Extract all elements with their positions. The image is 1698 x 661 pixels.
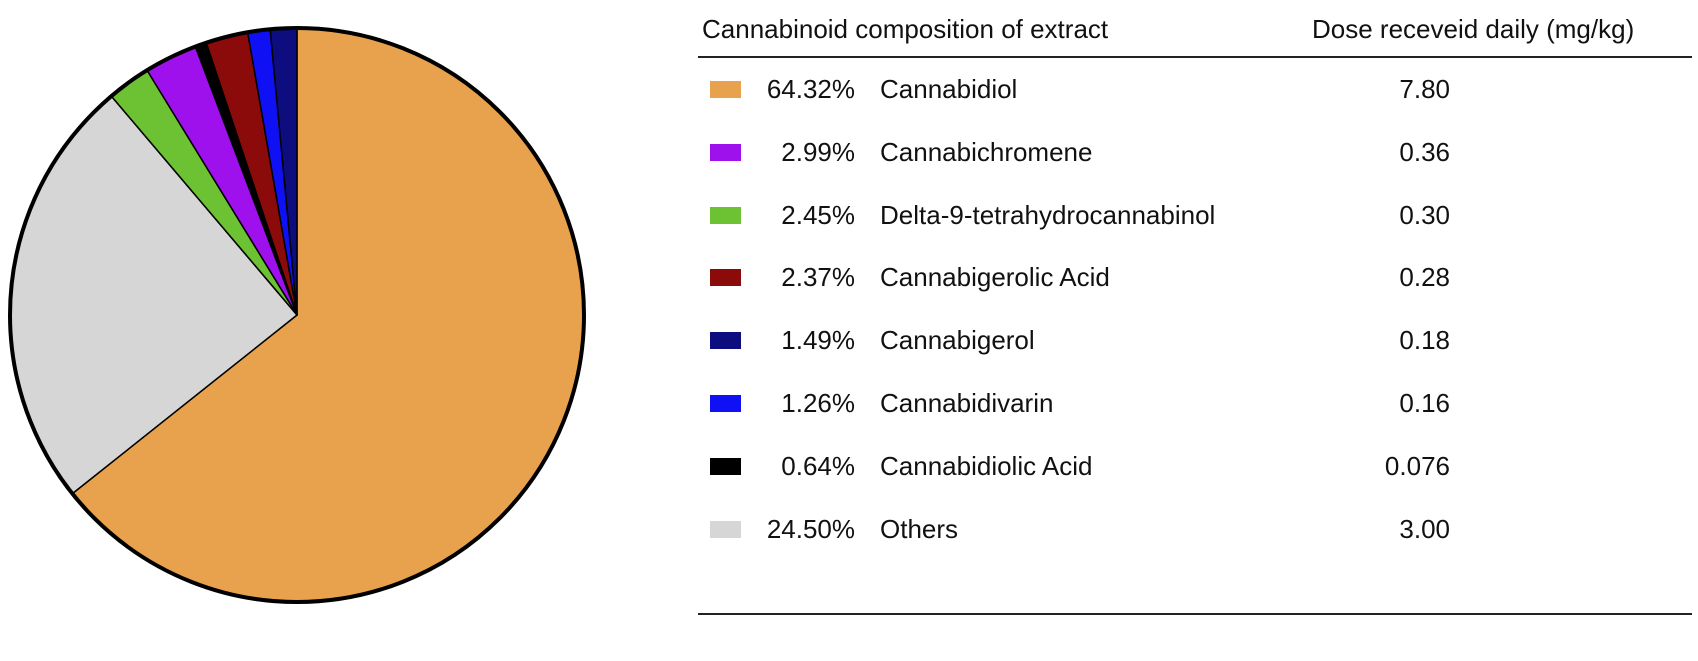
- pie-chart: [8, 26, 586, 604]
- pie-slices: [9, 27, 585, 603]
- legend-label: Cannabigerolic Acid: [880, 262, 1110, 293]
- legend-swatch: [710, 457, 741, 475]
- legend-dose: 0.28: [1399, 262, 1450, 293]
- legend-row-cannabigerol: 1.49% Cannabigerol 0.18: [698, 321, 1692, 361]
- legend-row-others: 24.50% Others 3.00: [698, 510, 1692, 550]
- legend-percent: 1.49%: [781, 325, 855, 356]
- legend-swatch: [710, 395, 741, 412]
- legend-label: Delta-9-tetrahydrocannabinol: [880, 199, 1216, 230]
- legend-dose: 3.00: [1399, 513, 1450, 544]
- legend-percent: 2.99%: [781, 136, 855, 167]
- table-bottom-rule: [698, 613, 1692, 615]
- dose-column-header: Dose receveid daily (mg/kg): [1312, 14, 1635, 44]
- legend-label: Cannabidiol: [880, 74, 1018, 104]
- legend-percent: 0.64%: [781, 450, 855, 481]
- legend-label: Others: [880, 513, 959, 544]
- legend-percent: 64.32%: [766, 74, 855, 104]
- legend-row-cannabidiolic-acid: 0.64% Cannabidiolic Acid 0.076: [698, 447, 1692, 487]
- pie-outline: [8, 26, 586, 604]
- legend-dose: 0.36: [1399, 136, 1450, 167]
- legend-row-delta-9-tetrahydrocannabinol: 2.45% Delta-9-tetrahydrocannabinol 0.30: [698, 196, 1692, 236]
- legend-dose: 7.80: [1399, 74, 1450, 104]
- legend-label: Cannabidivarin: [880, 388, 1054, 418]
- legend-percent: 24.50%: [766, 513, 855, 544]
- composition-column-header: Cannabinoid composition of extract: [702, 14, 1109, 44]
- legend-row-cannabidivarin: 1.26% Cannabidivarin 0.16: [698, 384, 1692, 424]
- legend-swatch: [710, 269, 741, 287]
- legend-percent: 2.45%: [781, 199, 855, 230]
- legend-dose: 0.076: [1384, 450, 1450, 481]
- legend-swatch: [710, 520, 741, 538]
- legend-row-cannabigerolic-acid: 2.37% Cannabigerolic Acid 0.28: [698, 258, 1692, 298]
- legend-percent: 1.26%: [781, 388, 855, 418]
- legend-swatch: [710, 143, 741, 161]
- legend-percent: 2.37%: [781, 262, 855, 293]
- legend-table: Cannabinoid composition of extract Dose …: [698, 0, 1692, 661]
- legend-dose: 0.18: [1399, 325, 1450, 356]
- legend-label: Cannabigerol: [880, 325, 1035, 356]
- legend-label: Cannabidiolic Acid: [880, 450, 1093, 481]
- legend-label: Cannabichromene: [880, 136, 1093, 167]
- legend-row-cannabichromene: 2.99% Cannabichromene 0.36: [698, 133, 1692, 173]
- legend-swatch: [710, 332, 741, 350]
- legend-swatch: [710, 206, 741, 224]
- legend-row-cannabidiol: 64.32% Cannabidiol 7.80: [698, 70, 1692, 110]
- legend-swatch: [710, 81, 741, 98]
- legend-dose: 0.16: [1399, 388, 1450, 418]
- legend-dose: 0.30: [1399, 199, 1450, 230]
- table-top-rule: [698, 56, 1692, 58]
